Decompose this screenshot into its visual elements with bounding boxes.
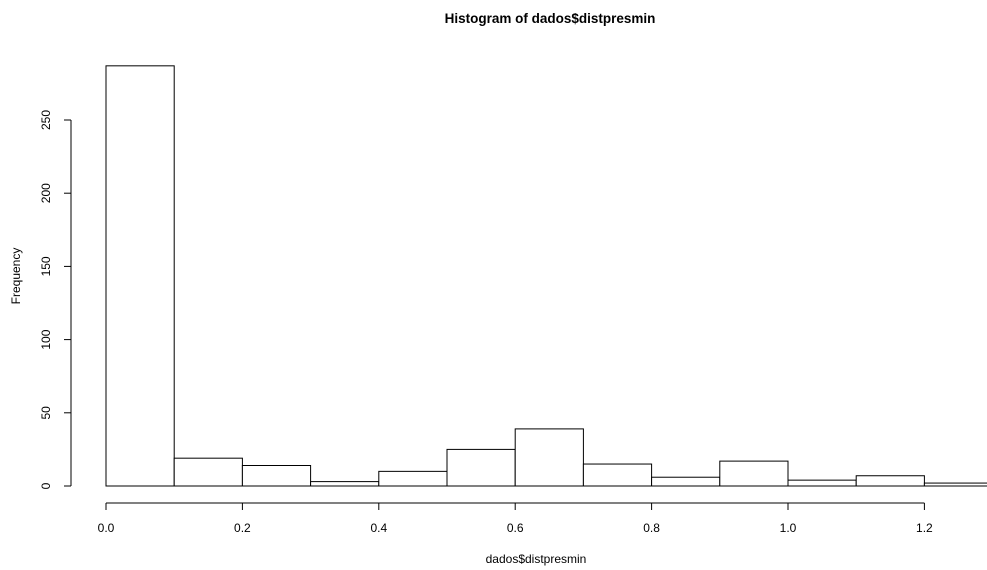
histogram-bar [514, 428, 584, 487]
y-tick-label: 250 [39, 110, 53, 130]
histogram-bar [446, 448, 516, 487]
y-axis-label: Frequency [9, 248, 23, 305]
x-tick-label: 1.2 [916, 521, 933, 535]
histogram-bar [651, 476, 721, 487]
histogram-bar [241, 465, 312, 487]
x-axis: 0.0 0.2 0.4 0.6 0.8 1.0 1.2 [98, 502, 933, 535]
x-tick-label: 0.0 [98, 521, 115, 535]
histogram-bars [105, 65, 987, 487]
x-tick-label: 0.8 [643, 521, 660, 535]
x-tick-label: 1.0 [780, 521, 797, 535]
y-tick-label: 50 [39, 406, 53, 420]
histogram-bar [787, 479, 857, 487]
y-tick-label: 150 [39, 256, 53, 276]
histogram-bar [855, 475, 925, 487]
x-tick-label: 0.2 [234, 521, 251, 535]
histogram-bar [378, 470, 448, 487]
histogram-bar [105, 65, 175, 487]
histogram-bar [923, 482, 987, 487]
histogram-bar [582, 463, 653, 487]
histogram-bar [310, 481, 380, 487]
histogram-bar [173, 457, 243, 487]
histogram-bar [719, 460, 789, 487]
y-tick-label: 0 [39, 482, 53, 489]
x-tick-label: 0.6 [507, 521, 524, 535]
x-tick-label: 0.4 [370, 521, 387, 535]
y-axis: 0 50 100 150 200 250 [39, 110, 72, 489]
y-tick-label: 100 [39, 329, 53, 349]
x-axis-label: dados$distpresmin [486, 552, 587, 566]
y-tick-label: 200 [39, 183, 53, 203]
chart-title: Histogram of dados$distpresmin [445, 11, 656, 26]
